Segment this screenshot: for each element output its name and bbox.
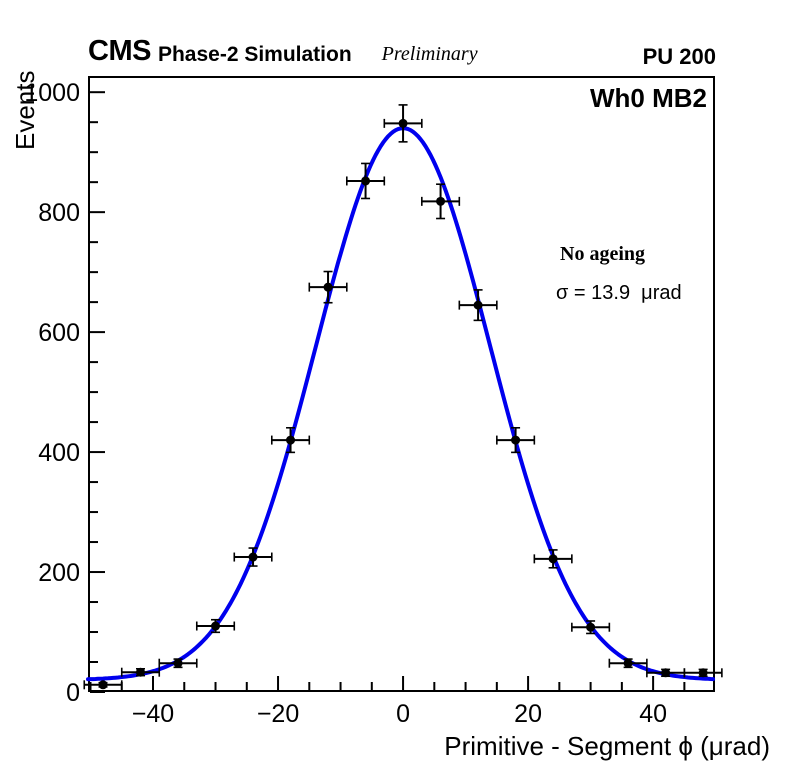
- data-point: [270, 426, 311, 454]
- data-point: [195, 618, 236, 634]
- x-tick-label: −40: [132, 700, 174, 728]
- data-point: [120, 667, 161, 677]
- y-tick-label: 800: [38, 199, 80, 227]
- x-axis-title: Primitive - Segment ϕ (μrad): [444, 731, 770, 761]
- plot-frame: [88, 76, 715, 692]
- x-axis-ticks: −40 −20 0 20 40: [89, 676, 686, 728]
- data-marker: [248, 552, 258, 562]
- data-point: [158, 658, 198, 669]
- data-marker: [398, 118, 408, 128]
- data-point: [308, 270, 348, 304]
- preliminary-label: Preliminary: [381, 43, 478, 65]
- data-marker: [698, 668, 708, 678]
- cms-logo-text: CMS: [88, 35, 151, 67]
- data-point: [683, 668, 723, 678]
- data-point: [421, 183, 461, 220]
- ageing-annotation: No ageing: [560, 243, 645, 265]
- y-tick-label: 200: [38, 559, 80, 587]
- data-marker: [211, 621, 221, 631]
- data-marker: [623, 658, 633, 668]
- pileup-label: PU 200: [642, 44, 716, 69]
- data-marker: [473, 300, 483, 310]
- data-marker: [361, 176, 371, 186]
- data-point: [646, 668, 686, 678]
- data-point: [346, 162, 386, 200]
- data-point: [458, 289, 498, 322]
- data-marker: [511, 435, 521, 445]
- data-marker: [586, 622, 596, 632]
- fit-curve: [86, 126, 716, 682]
- x-tick-label: 20: [514, 700, 542, 728]
- data-marker: [136, 667, 146, 677]
- data-point: [571, 620, 611, 635]
- y-tick-label: 1000: [24, 79, 80, 107]
- data-marker: [661, 668, 671, 678]
- y-tick-label: 0: [66, 679, 80, 707]
- chamber-label: Wh0 MB2: [590, 83, 707, 113]
- x-tick-label: 40: [639, 700, 667, 728]
- data-marker: [98, 680, 108, 690]
- y-axis-ticks: 0 200 400 600 800 1000: [24, 79, 105, 707]
- data-point: [533, 549, 573, 569]
- sigma-annotation: σ = 13.9 μrad: [556, 282, 682, 304]
- data-points: [83, 104, 723, 690]
- phase2-simulation-label: Phase-2 Simulation: [157, 42, 352, 66]
- data-marker: [323, 282, 333, 292]
- x-tick-label: 0: [396, 700, 410, 728]
- data-point: [83, 680, 123, 690]
- data-marker: [436, 196, 446, 206]
- x-tick-label: −20: [257, 700, 299, 728]
- data-marker: [173, 658, 183, 668]
- y-tick-label: 400: [38, 439, 80, 467]
- data-marker: [286, 435, 296, 445]
- data-point: [383, 104, 423, 143]
- data-point: [608, 658, 648, 669]
- data-marker: [548, 554, 558, 564]
- data-point: [496, 426, 536, 454]
- data-point: [233, 547, 273, 567]
- header: CMS Phase-2 Simulation Preliminary: [88, 36, 478, 66]
- y-tick-label: 600: [38, 319, 80, 347]
